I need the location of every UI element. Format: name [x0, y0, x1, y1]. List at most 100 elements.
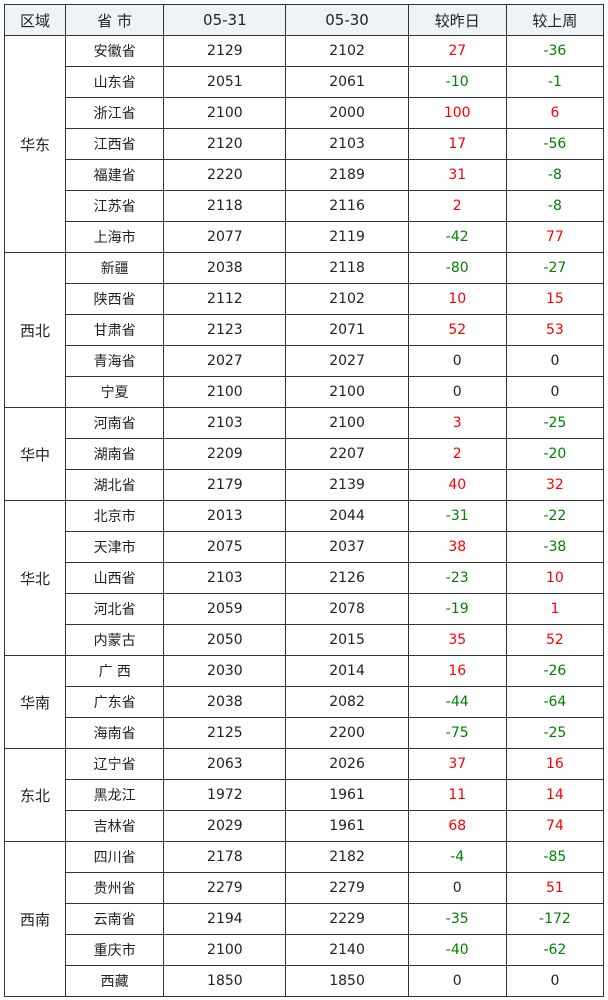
- value-0531-cell: 2120: [163, 128, 287, 160]
- change-week-cell: -25: [505, 717, 605, 749]
- value-0530-cell: 2014: [285, 655, 409, 687]
- value-0530-cell: 2037: [285, 531, 409, 563]
- change-week-cell: -25: [505, 407, 605, 439]
- value-0530-cell: 2071: [285, 314, 409, 346]
- province-cell: 江西省: [65, 128, 165, 160]
- province-cell: 吉林省: [65, 810, 165, 842]
- province-cell: 浙江省: [65, 97, 165, 129]
- province-cell: 海南省: [65, 717, 165, 749]
- province-cell: 山东省: [65, 66, 165, 98]
- region-cell: 西南: [3, 841, 67, 997]
- province-cell: 江苏省: [65, 190, 165, 222]
- change-week-cell: 77: [505, 221, 605, 253]
- value-0530-cell: 2102: [285, 283, 409, 315]
- value-0531-cell: 2112: [163, 283, 287, 315]
- change-week-cell: 52: [505, 624, 605, 656]
- price-table: 区域 省 市 05-31 05-30 较昨日 较上周 华东 安徽省 2129 2102…: [3, 4, 605, 997]
- value-0531-cell: 2027: [163, 345, 287, 377]
- change-day-cell: 31: [407, 159, 507, 191]
- change-week-cell: 10: [505, 562, 605, 594]
- change-week-cell: 0: [505, 376, 605, 408]
- change-day-cell: 38: [407, 531, 507, 563]
- change-week-cell: 16: [505, 748, 605, 780]
- table-row: 江苏省 2118 2116 2 -8: [5, 190, 605, 222]
- region-cell: 西北: [3, 252, 67, 408]
- change-week-cell: -8: [505, 159, 605, 191]
- table-row: 江西省 2120 2103 17 -56: [5, 128, 605, 160]
- value-0531-cell: 2100: [163, 376, 287, 408]
- change-week-cell: 53: [505, 314, 605, 346]
- table-row: 内蒙古 2050 2015 35 52: [5, 624, 605, 656]
- change-day-cell: 17: [407, 128, 507, 160]
- province-cell: 贵州省: [65, 872, 165, 904]
- table-row: 甘肃省 2123 2071 52 53: [5, 314, 605, 346]
- value-0530-cell: 2026: [285, 748, 409, 780]
- province-cell: 云南省: [65, 903, 165, 935]
- change-day-cell: 100: [407, 97, 507, 129]
- value-0531-cell: 2179: [163, 469, 287, 501]
- change-week-cell: -62: [505, 934, 605, 966]
- table-row: 重庆市 2100 2140 -40 -62: [5, 934, 605, 966]
- region-cell: 华东: [3, 35, 67, 253]
- value-0531-cell: 2279: [163, 872, 287, 904]
- province-cell: 宁夏: [65, 376, 165, 408]
- value-0530-cell: 2200: [285, 717, 409, 749]
- table-row: 华中 河南省 2103 2100 3 -25: [3, 407, 605, 501]
- table-row: 东北 辽宁省 2063 2026 37 16: [3, 748, 605, 842]
- table-row: 山西省 2103 2126 -23 10: [5, 562, 605, 594]
- header-date-1: 05-31: [163, 4, 287, 36]
- change-week-cell: 32: [505, 469, 605, 501]
- province-cell: 山西省: [65, 562, 165, 594]
- value-0531-cell: 2118: [163, 190, 287, 222]
- table-row: 广东省 2038 2082 -44 -64: [5, 686, 605, 718]
- value-0530-cell: 2182: [285, 841, 409, 873]
- value-0530-cell: 2118: [285, 252, 409, 284]
- change-week-cell: 51: [505, 872, 605, 904]
- province-cell: 青海省: [65, 345, 165, 377]
- change-week-cell: 6: [505, 97, 605, 129]
- value-0530-cell: 2139: [285, 469, 409, 501]
- change-day-cell: 0: [407, 872, 507, 904]
- value-0531-cell: 2123: [163, 314, 287, 346]
- change-day-cell: 40: [407, 469, 507, 501]
- value-0530-cell: 2189: [285, 159, 409, 191]
- value-0530-cell: 1961: [285, 779, 409, 811]
- province-cell: 黑龙江: [65, 779, 165, 811]
- table-row: 贵州省 2279 2279 0 51: [5, 872, 605, 904]
- value-0531-cell: 2100: [163, 97, 287, 129]
- change-day-cell: 11: [407, 779, 507, 811]
- value-0530-cell: 2103: [285, 128, 409, 160]
- province-cell: 湖南省: [65, 438, 165, 470]
- value-0531-cell: 2194: [163, 903, 287, 935]
- value-0530-cell: 2229: [285, 903, 409, 935]
- change-week-cell: -64: [505, 686, 605, 718]
- header-region: 区域: [3, 4, 67, 36]
- change-day-cell: -40: [407, 934, 507, 966]
- value-0531-cell: 2100: [163, 934, 287, 966]
- change-day-cell: 2: [407, 438, 507, 470]
- value-0530-cell: 1961: [285, 810, 409, 842]
- change-week-cell: -56: [505, 128, 605, 160]
- change-week-cell: 15: [505, 283, 605, 315]
- change-day-cell: -80: [407, 252, 507, 284]
- table-row: 陕西省 2112 2102 10 15: [5, 283, 605, 315]
- value-0530-cell: 2207: [285, 438, 409, 470]
- province-cell: 安徽省: [65, 35, 165, 67]
- value-0531-cell: 2129: [163, 35, 287, 67]
- change-day-cell: -75: [407, 717, 507, 749]
- province-cell: 重庆市: [65, 934, 165, 966]
- province-cell: 辽宁省: [65, 748, 165, 780]
- value-0530-cell: 2119: [285, 221, 409, 253]
- change-day-cell: -23: [407, 562, 507, 594]
- value-0530-cell: 2061: [285, 66, 409, 98]
- table-body: 华东 安徽省 2129 2102 27 -36 山东省 2051 2061 -10 -1 浙江省 210…: [3, 35, 605, 997]
- change-day-cell: 37: [407, 748, 507, 780]
- change-day-cell: 27: [407, 35, 507, 67]
- change-day-cell: 0: [407, 965, 507, 997]
- value-0531-cell: 1850: [163, 965, 287, 997]
- change-day-cell: -19: [407, 593, 507, 625]
- value-0530-cell: 2102: [285, 35, 409, 67]
- value-0531-cell: 2103: [163, 407, 287, 439]
- change-week-cell: 14: [505, 779, 605, 811]
- table-row: 西北 新疆 2038 2118 -80 -27: [3, 252, 605, 408]
